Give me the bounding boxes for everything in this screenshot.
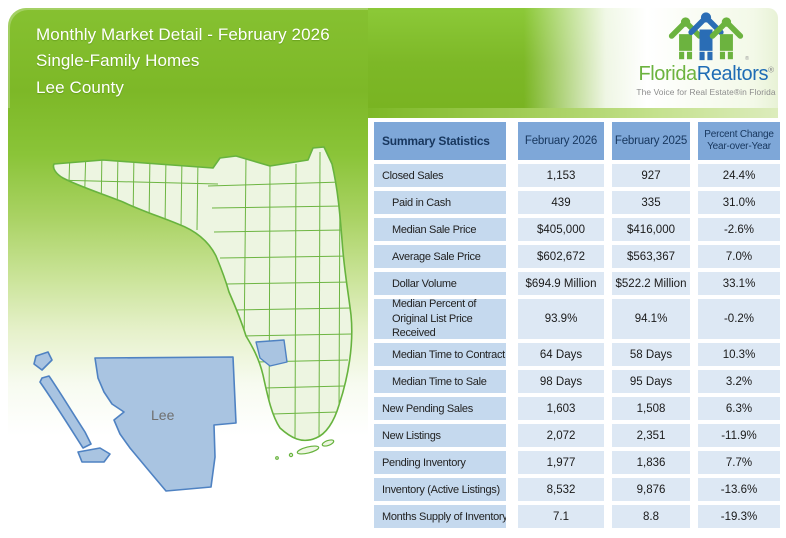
row-label: Inventory (Active Listings) [374, 478, 506, 501]
row-label: Median Percent of Original List Price Re… [374, 299, 506, 339]
row-value-pct: 7.0% [698, 245, 780, 268]
table-row: Pending Inventory 1,977 1,836 7.7% [374, 451, 780, 474]
house-people-icon: ® [668, 12, 750, 62]
brand-realtors: Realtors [696, 63, 769, 85]
row-value-feb2026: $602,672 [518, 245, 604, 268]
table-row: Median Percent of Original List Price Re… [374, 299, 780, 339]
florida-county-map: Lee [33, 146, 353, 492]
lee-county-inset-label: Lee [151, 407, 175, 423]
row-value-feb2025: $416,000 [612, 218, 690, 241]
row-label: Months Supply of Inventory [374, 505, 506, 528]
row-value-pct: 6.3% [698, 397, 780, 420]
row-value-pct: -19.3% [698, 505, 780, 528]
row-value-feb2026: 1,153 [518, 164, 604, 187]
row-label: New Pending Sales [374, 397, 506, 420]
florida-keys [275, 439, 335, 460]
lee-county-inset [33, 351, 237, 492]
row-label: Pending Inventory [374, 451, 506, 474]
table-row: Median Time to Sale 98 Days 95 Days 3.2% [374, 370, 780, 393]
table-row: Inventory (Active Listings) 8,532 9,876 -13… [374, 478, 780, 501]
header-percent-change-line1: Percent Change [704, 128, 774, 140]
table-row: New Pending Sales 1,603 1,508 6.3% [374, 397, 780, 420]
row-value-pct: -13.6% [698, 478, 780, 501]
row-value-pct: -0.2% [698, 299, 780, 339]
table-row: Median Sale Price $405,000 $416,000 -2.6% [374, 218, 780, 241]
row-value-feb2026: 1,603 [518, 397, 604, 420]
row-label: Closed Sales [374, 164, 506, 187]
header-february-2026: February 2026 [518, 122, 604, 160]
row-value-pct: 24.4% [698, 164, 780, 187]
row-value-feb2026: 439 [518, 191, 604, 214]
brand-wordmark: FloridaRealtors® [632, 64, 780, 84]
row-value-pct: 3.2% [698, 370, 780, 393]
row-value-feb2026: $694.9 Million [518, 272, 604, 295]
row-value-feb2026: 93.9% [518, 299, 604, 339]
row-value-pct: 10.3% [698, 343, 780, 366]
header-february-2025: February 2025 [612, 122, 690, 160]
icon-registered-mark: ® [745, 55, 750, 62]
table-row: Closed Sales 1,153 927 24.4% [374, 164, 780, 187]
report-title-line1: Monthly Market Detail - February 2026 [36, 25, 330, 44]
row-value-feb2025: 335 [612, 191, 690, 214]
row-value-pct: 7.7% [698, 451, 780, 474]
row-value-feb2026: 98 Days [518, 370, 604, 393]
table-rows: Closed Sales 1,153 927 24.4% Paid in Cash 439… [374, 164, 780, 528]
row-value-feb2026: 7.1 [518, 505, 604, 528]
header-summary-statistics: Summary Statistics [374, 122, 506, 160]
table-row: Paid in Cash 439 335 31.0% [374, 191, 780, 214]
registered-mark: ® [768, 65, 774, 75]
table-row: Average Sale Price $602,672 $563,367 7.0% [374, 245, 780, 268]
row-value-feb2025: $522.2 Million [612, 272, 690, 295]
row-value-feb2026: $405,000 [518, 218, 604, 241]
table-row: Median Time to Contract 64 Days 58 Days 10.… [374, 343, 780, 366]
row-label: Median Time to Sale [374, 370, 506, 393]
report-title-line2: Single-Family Homes [36, 51, 200, 71]
lee-county-state-highlight [255, 339, 288, 367]
summary-statistics-table: Summary Statistics February 2026 Februar… [374, 122, 780, 532]
florida-state-outline [52, 146, 353, 442]
row-value-feb2026: 8,532 [518, 478, 604, 501]
row-label: Dollar Volume [374, 272, 506, 295]
table-row: New Listings 2,072 2,351 -11.9% [374, 424, 780, 447]
logo-tagline: The Voice for Real Estate®in Florida [636, 87, 776, 97]
header-percent-change-line2: Year-over-Year [707, 141, 771, 152]
table-row: Dollar Volume $694.9 Million $522.2 Millio… [374, 272, 780, 295]
row-value-feb2026: 64 Days [518, 343, 604, 366]
row-value-feb2025: 1,508 [612, 397, 690, 420]
row-value-pct: 33.1% [698, 272, 780, 295]
row-value-feb2026: 1,977 [518, 451, 604, 474]
row-value-pct: 31.0% [698, 191, 780, 214]
row-value-feb2025: 927 [612, 164, 690, 187]
row-value-feb2025: $563,367 [612, 245, 690, 268]
row-value-feb2025: 1,836 [612, 451, 690, 474]
row-value-feb2025: 2,351 [612, 424, 690, 447]
row-label: Median Time to Contract [374, 343, 506, 366]
table-header-row: Summary Statistics February 2026 Februar… [374, 122, 780, 160]
row-value-feb2025: 95 Days [612, 370, 690, 393]
row-value-feb2026: 2,072 [518, 424, 604, 447]
row-value-feb2025: 94.1% [612, 299, 690, 339]
header-percent-change: Percent Change Year-over-Year [698, 122, 780, 160]
report-title-line3: Lee County [36, 77, 124, 97]
header-green-stripe [368, 108, 778, 118]
row-value-pct: -11.9% [698, 424, 780, 447]
row-label: Paid in Cash [374, 191, 506, 214]
row-label: Average Sale Price [374, 245, 506, 268]
brand-florida: Florida [638, 63, 697, 85]
row-label: New Listings [374, 424, 506, 447]
table-row: Months Supply of Inventory 7.1 8.8 -19.3% [374, 505, 780, 528]
row-value-feb2025: 8.8 [612, 505, 690, 528]
florida-realtors-logo: ® FloridaRealtors® The Voice for Real Es… [632, 10, 780, 97]
row-label: Median Sale Price [374, 218, 506, 241]
row-value-feb2025: 58 Days [612, 343, 690, 366]
row-value-feb2025: 9,876 [612, 478, 690, 501]
row-value-pct: -2.6% [698, 218, 780, 241]
report-title: Monthly Market Detail - February 2026 Si… [36, 22, 330, 101]
